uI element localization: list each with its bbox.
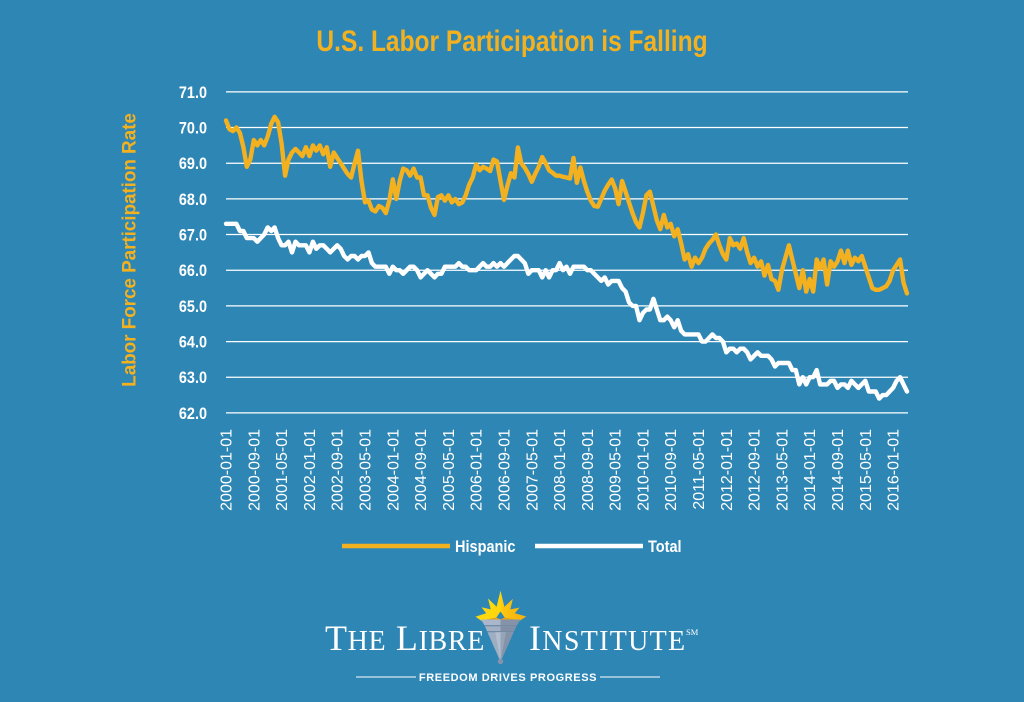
svg-text:2004-09-01: 2004-09-01 <box>413 429 430 511</box>
svg-text:2008-01-01: 2008-01-01 <box>552 429 569 511</box>
svg-text:2014-01-01: 2014-01-01 <box>802 429 819 511</box>
svg-text:U.S. Labor Participation is Fa: U.S. Labor Participation is Falling <box>316 24 707 58</box>
svg-text:2010-01-01: 2010-01-01 <box>635 429 652 511</box>
svg-text:2003-05-01: 2003-05-01 <box>358 429 375 511</box>
svg-text:67.0: 67.0 <box>179 226 207 244</box>
svg-text:63.0: 63.0 <box>179 369 207 387</box>
svg-text:2002-09-01: 2002-09-01 <box>330 429 347 511</box>
svg-text:62.0: 62.0 <box>179 405 207 423</box>
svg-text:SM: SM <box>686 627 699 637</box>
svg-text:2015-05-01: 2015-05-01 <box>858 429 875 511</box>
svg-text:Labor Force Participation Rate: Labor Force Participation Rate <box>120 113 141 387</box>
svg-text:Hispanic: Hispanic <box>455 538 516 556</box>
svg-text:2005-05-01: 2005-05-01 <box>441 429 458 511</box>
svg-text:2010-09-01: 2010-09-01 <box>663 429 680 511</box>
svg-text:2000-09-01: 2000-09-01 <box>246 429 263 511</box>
svg-text:64.0: 64.0 <box>179 334 207 352</box>
svg-text:70.0: 70.0 <box>179 119 207 137</box>
svg-text:FREEDOM DRIVES PROGRESS: FREEDOM DRIVES PROGRESS <box>419 672 597 684</box>
svg-text:2014-09-01: 2014-09-01 <box>830 429 847 511</box>
svg-text:2002-01-01: 2002-01-01 <box>302 429 319 511</box>
svg-text:66.0: 66.0 <box>179 262 207 280</box>
svg-text:2013-05-01: 2013-05-01 <box>774 429 791 511</box>
svg-text:2001-05-01: 2001-05-01 <box>274 429 291 511</box>
svg-text:2006-09-01: 2006-09-01 <box>497 429 514 511</box>
svg-text:2012-09-01: 2012-09-01 <box>747 429 764 511</box>
svg-text:71.0: 71.0 <box>179 84 207 102</box>
svg-text:Total: Total <box>648 538 682 556</box>
svg-text:2009-05-01: 2009-05-01 <box>608 429 625 511</box>
svg-text:65.0: 65.0 <box>179 298 207 316</box>
svg-text:2008-09-01: 2008-09-01 <box>580 429 597 511</box>
svg-text:2006-01-01: 2006-01-01 <box>469 429 486 511</box>
svg-text:2000-01-01: 2000-01-01 <box>219 429 236 511</box>
svg-text:68.0: 68.0 <box>179 191 207 209</box>
svg-text:2012-01-01: 2012-01-01 <box>719 429 736 511</box>
svg-text:69.0: 69.0 <box>179 155 207 173</box>
svg-text:2011-05-01: 2011-05-01 <box>691 429 708 510</box>
svg-text:2004-01-01: 2004-01-01 <box>385 429 402 511</box>
svg-text:2016-01-01: 2016-01-01 <box>886 429 903 511</box>
svg-text:2007-05-01: 2007-05-01 <box>524 429 541 511</box>
